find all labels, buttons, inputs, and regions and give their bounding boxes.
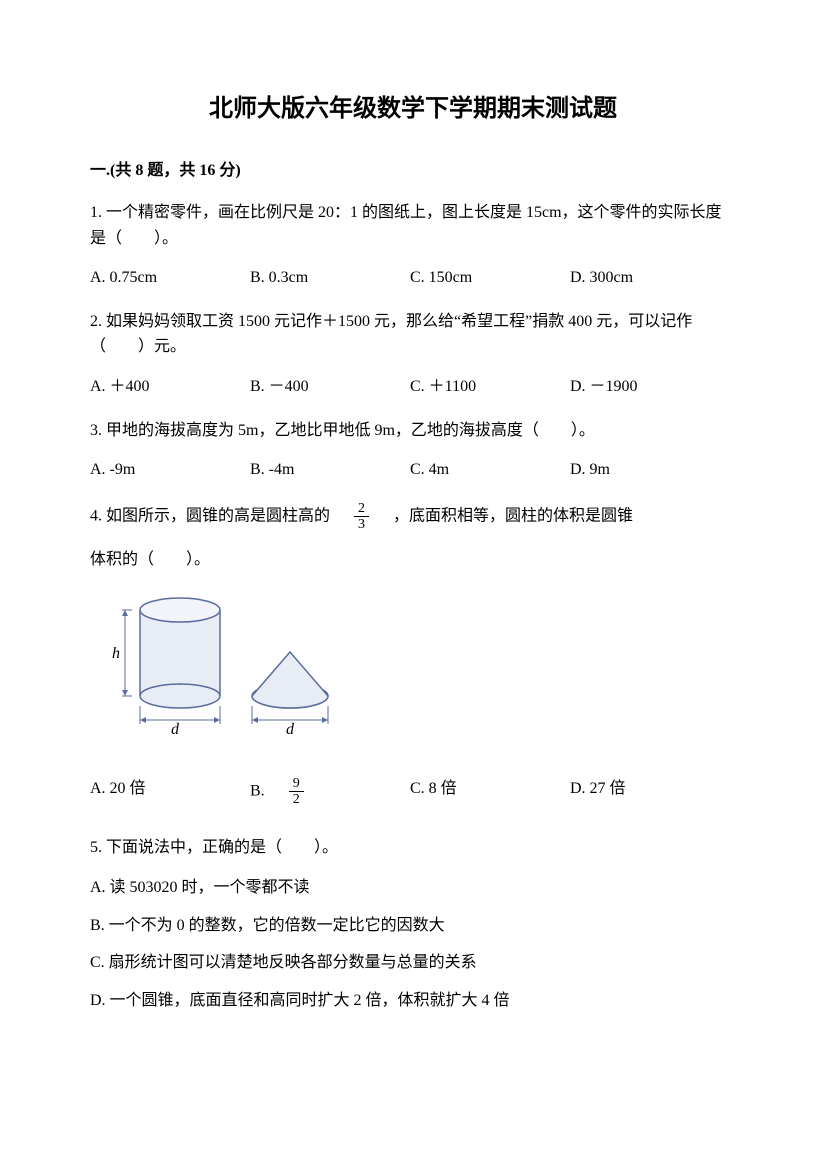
q1-option-a: A. 0.75cm xyxy=(90,265,240,291)
q4-fraction: 2 3 xyxy=(354,501,369,533)
q3-options: A. -9m B. -4m C. 4m D. 9m xyxy=(90,457,736,483)
q4-options: A. 20 倍 B. 9 2 C. 8 倍 D. 27 倍 xyxy=(90,776,736,808)
q5-option-b: B. 一个不为 0 的整数，它的倍数一定比它的因数大 xyxy=(90,913,736,939)
q1-option-b: B. 0.3cm xyxy=(250,265,400,291)
q2-option-b: B. －400 xyxy=(250,374,400,400)
q2-option-c: C. ＋1100 xyxy=(410,374,560,400)
q3-option-b: B. -4m xyxy=(250,457,400,483)
q4-option-d: D. 27 倍 xyxy=(570,776,720,808)
cone-shape: d xyxy=(252,652,328,737)
q4-frac-den: 3 xyxy=(354,517,369,532)
question-4: 4. 如图所示，圆锥的高是圆柱高的 2 3 ，底面积相等，圆柱的体积是圆锥 体积… xyxy=(90,501,736,808)
q4-text: 4. 如图所示，圆锥的高是圆柱高的 2 3 ，底面积相等，圆柱的体积是圆锥 体积… xyxy=(90,501,736,572)
cone-d-label: d xyxy=(286,721,295,737)
q4-figure: h d xyxy=(90,592,736,746)
q3-option-a: A. -9m xyxy=(90,457,240,483)
q5-option-a: A. 读 503020 时，一个零都不读 xyxy=(90,875,736,901)
cylinder-cone-diagram: h d xyxy=(90,592,350,737)
q4-option-a: A. 20 倍 xyxy=(90,776,240,808)
q1-options: A. 0.75cm B. 0.3cm C. 150cm D. 300cm xyxy=(90,265,736,291)
q4-frac-num: 2 xyxy=(354,501,369,517)
cylinder-d-label: d xyxy=(171,721,180,737)
q3-text: 3. 甲地的海拔高度为 5m，乙地比甲地低 9m，乙地的海拔高度（ ）。 xyxy=(90,418,736,444)
q4-option-b: B. 9 2 xyxy=(250,776,400,808)
q1-option-d: D. 300cm xyxy=(570,265,720,291)
section-header: 一.(共 8 题，共 16 分) xyxy=(90,158,736,184)
q3-option-d: D. 9m xyxy=(570,457,720,483)
q4-text-line2: 体积的（ ）。 xyxy=(90,547,736,573)
q2-option-d: D. －1900 xyxy=(570,374,720,400)
q4-b-den: 2 xyxy=(289,792,304,807)
q3-option-c: C. 4m xyxy=(410,457,560,483)
page-title: 北师大版六年级数学下学期期末测试题 xyxy=(90,90,736,128)
q1-text: 1. 一个精密零件，画在比例尺是 20：1 的图纸上，图上长度是 15cm，这个… xyxy=(90,200,736,251)
q5-option-d: D. 一个圆锥，底面直径和高同时扩大 2 倍，体积就扩大 4 倍 xyxy=(90,988,736,1014)
q1-option-c: C. 150cm xyxy=(410,265,560,291)
q4-text-part2: ，底面积相等，圆柱的体积是圆锥 xyxy=(377,507,633,524)
q2-text: 2. 如果妈妈领取工资 1500 元记作＋1500 元，那么给“希望工程”捐款 … xyxy=(90,309,736,360)
q4-option-b-fraction: 9 2 xyxy=(289,776,304,808)
cylinder-shape: h d xyxy=(112,598,220,737)
question-3: 3. 甲地的海拔高度为 5m，乙地比甲地低 9m，乙地的海拔高度（ ）。 A. … xyxy=(90,418,736,483)
question-1: 1. 一个精密零件，画在比例尺是 20：1 的图纸上，图上长度是 15cm，这个… xyxy=(90,200,736,291)
q5-option-c: C. 扇形统计图可以清楚地反映各部分数量与总量的关系 xyxy=(90,950,736,976)
q4-option-b-prefix: B. xyxy=(250,782,281,799)
q4-option-c: C. 8 倍 xyxy=(410,776,560,808)
q4-b-num: 9 xyxy=(289,776,304,792)
q2-option-a: A. ＋400 xyxy=(90,374,240,400)
cylinder-h-label: h xyxy=(112,645,120,662)
q4-text-part1: 4. 如图所示，圆锥的高是圆柱高的 xyxy=(90,507,346,524)
question-5: 5. 下面说法中，正确的是（ ）。 A. 读 503020 时，一个零都不读 B… xyxy=(90,835,736,1013)
q2-options: A. ＋400 B. －400 C. ＋1100 D. －1900 xyxy=(90,374,736,400)
q5-text: 5. 下面说法中，正确的是（ ）。 xyxy=(90,835,736,861)
q5-options: A. 读 503020 时，一个零都不读 B. 一个不为 0 的整数，它的倍数一… xyxy=(90,875,736,1013)
question-2: 2. 如果妈妈领取工资 1500 元记作＋1500 元，那么给“希望工程”捐款 … xyxy=(90,309,736,400)
